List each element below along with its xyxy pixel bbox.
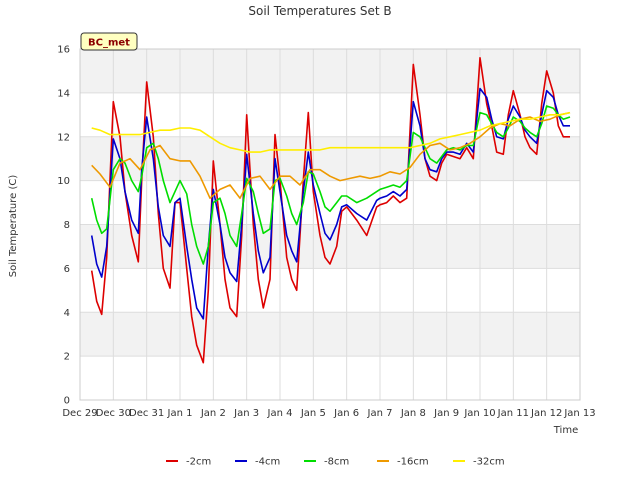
y-tick-label: 6 xyxy=(64,264,70,275)
site-badge-label: BC_met xyxy=(88,38,130,49)
chart-title: Soil Temperatures Set B xyxy=(248,4,391,18)
legend-label--16cm: -16cm xyxy=(397,457,429,468)
x-tick-label: Jan 11 xyxy=(497,408,529,419)
legend: -2cm -4cm -8cm -16cm -32cm xyxy=(166,457,505,468)
y-tick-label: 4 xyxy=(64,308,70,319)
band xyxy=(80,136,580,181)
x-tick-label: Jan 7 xyxy=(367,408,393,419)
x-tick-label: Jan 12 xyxy=(530,408,562,419)
series-line--32cm xyxy=(91,111,571,153)
x-tick-label: Jan 8 xyxy=(400,408,426,419)
plot-frame xyxy=(79,48,581,401)
y-tick-label: 12 xyxy=(57,132,70,143)
legend-label--4cm: -4cm xyxy=(255,457,280,468)
x-tick-label: Jan 10 xyxy=(463,408,495,419)
x-tick-label: Jan 9 xyxy=(433,408,459,419)
y-tick-label: 10 xyxy=(57,176,70,187)
x-tick-label: Jan 13 xyxy=(563,408,595,419)
legend-label--8cm: -8cm xyxy=(324,457,349,468)
band xyxy=(80,312,580,357)
legend-label--32cm: -32cm xyxy=(473,457,505,468)
x-tick-label: Jan 4 xyxy=(267,408,293,419)
x-tick-label: Jan 1 xyxy=(167,408,193,419)
series-lines xyxy=(90,56,571,364)
site-badge: BC_met xyxy=(80,32,138,51)
x-tick-label: Jan 6 xyxy=(333,408,359,419)
y-axis-ticks: 0 2 4 6 8 10 12 14 16 xyxy=(57,45,70,407)
x-tick-label: Jan 2 xyxy=(200,408,226,419)
x-tick-label: Dec 31 xyxy=(129,408,164,419)
legend-label--2cm: -2cm xyxy=(186,457,211,468)
series-line--16cm xyxy=(91,111,571,199)
y-tick-label: 8 xyxy=(64,220,70,231)
x-axis-label: Time xyxy=(553,425,578,436)
x-tick-label: Dec 30 xyxy=(96,408,131,419)
y-tick-label: 0 xyxy=(64,396,70,407)
series-line--2cm xyxy=(90,56,570,364)
x-tick-label: Dec 29 xyxy=(62,408,97,419)
y-tick-label: 2 xyxy=(64,352,70,363)
x-tick-label: Jan 3 xyxy=(233,408,259,419)
y-axis-label: Soil Temperature (C) xyxy=(8,175,19,278)
x-tick-label: Jan 5 xyxy=(300,408,326,419)
band xyxy=(80,49,580,93)
y-tick-label: 16 xyxy=(57,45,70,56)
y-tick-label: 14 xyxy=(57,88,70,99)
